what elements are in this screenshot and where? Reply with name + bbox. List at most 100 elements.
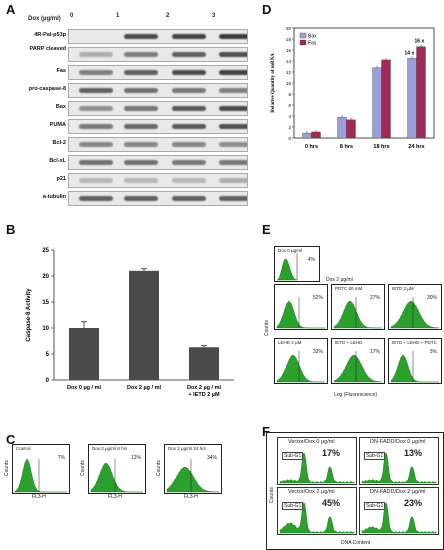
histogram-percent: 30% <box>426 295 437 301</box>
histogram-title: PDTC 50 mM <box>335 286 363 291</box>
histogram-fill <box>279 452 355 484</box>
flow-e-ylabel: Counts <box>264 320 270 336</box>
blot-row-label: Bcl-xL <box>49 158 66 164</box>
histogram-percent: 32% <box>312 349 323 355</box>
blot-band <box>219 88 247 93</box>
y-tick-label: 8 <box>288 92 291 97</box>
y-axis-label: Caspase-8 Activity <box>26 288 32 342</box>
category-label: Dox 2 µg / ml <box>127 385 162 391</box>
y-tick-label: 18 <box>286 37 292 42</box>
flow-panel-e: Counts Dox 0 µg/ml 4% Dox 2 µg/ml 52% PDT… <box>264 232 442 412</box>
blot-row: 4R-Pal-p53p <box>8 28 248 44</box>
blot-strip <box>68 101 248 116</box>
flow-histogram: Control 7% <box>12 444 70 494</box>
blot-band <box>219 52 247 57</box>
category-label: 24 hrs <box>408 144 424 150</box>
flow-histogram: PDTC 50 mM 27% <box>331 284 385 330</box>
histogram-fill <box>166 466 220 493</box>
y-tick-label: 2 <box>288 125 291 130</box>
flow-histogram: LEHD 2 µM 32% <box>274 338 328 384</box>
category-label: 0 hrs <box>305 144 318 150</box>
blot-band <box>219 142 247 147</box>
histogram-percent: 45% <box>322 498 341 508</box>
panel-label-c: C <box>6 432 16 447</box>
blot-strip <box>68 65 248 80</box>
blot-row-label: a-tubulin <box>42 194 66 200</box>
blot-row-label: Bcl-2 <box>52 140 66 146</box>
annotation: 16 x <box>415 39 425 45</box>
caspase8-chart: 0 5 10 15 20 25 Caspase-8 Activity Dox 0 µg / m… <box>26 248 234 398</box>
blot-band <box>172 88 206 93</box>
flow-histogram: IETD + LEHD + PDTC 3% <box>388 338 442 384</box>
y-tick-label: 14 <box>286 59 292 64</box>
histogram-percent: 7% <box>57 455 65 461</box>
flow-histogram: IETD 2 µM 30% <box>388 284 442 330</box>
annotation: 14 x <box>405 50 415 56</box>
mrna-chart: 0 2 4 6 8 10 12 14 16 18 20 Relative Quantity of mR… <box>271 26 435 150</box>
bar <box>69 328 99 380</box>
y-tick-label: 15 <box>42 300 49 306</box>
histogram-percent: 27% <box>369 295 380 301</box>
blot-band <box>79 160 113 165</box>
flow-panel-c: Control 7% Counts FL3-H Dox 2 µg/ml 6 hrs 12%… <box>4 440 246 510</box>
category-label: + IETD 2 µM <box>188 392 220 398</box>
histogram-fill <box>333 354 383 383</box>
blot-band <box>79 106 113 111</box>
flow-histogram: 52% <box>274 284 328 330</box>
dose-1: 1 <box>116 13 120 19</box>
blot-band <box>124 160 158 165</box>
y-tick-label: 25 <box>42 248 49 254</box>
histogram-percent: 34% <box>206 455 217 461</box>
y-tick-label: 20 <box>286 26 292 31</box>
legend-label: Bax <box>308 34 317 40</box>
flow-e-histo-top: Dox 0 µg/ml 4% <box>274 246 320 282</box>
blot-band <box>219 34 247 39</box>
flow-c-xlabel: FL3-H <box>32 494 46 500</box>
histogram-fill <box>14 458 67 493</box>
blot-band <box>79 196 113 201</box>
cell-cycle-histogram: DN-FADD/Dox 2 µg/ml 23% Sub-G1 <box>359 487 439 535</box>
blot-band <box>219 160 247 165</box>
blot-band <box>219 178 247 183</box>
y-tick-label: 4 <box>288 114 291 119</box>
flow-e-group-label: Dox 2 µg/ml <box>326 277 353 283</box>
histogram-fill <box>390 354 439 383</box>
y-tick-label: 0 <box>288 136 291 141</box>
blot-band <box>219 70 247 75</box>
blot-band <box>172 70 206 75</box>
bar <box>302 132 312 139</box>
blot-strip <box>68 119 248 134</box>
blot-band <box>124 196 158 201</box>
blot-band <box>172 34 206 39</box>
histogram-title: DN-FADD/Dox 2 µg/ml <box>370 489 426 495</box>
flow-histogram: Dox 2 µg/ml 6 hrs 12% <box>88 444 146 494</box>
blot-band <box>124 142 158 147</box>
bar <box>189 347 219 380</box>
legend-swatch <box>299 32 307 39</box>
cell-cycle-histogram: Vector/Dox 0 µg/ml 17% Sub-G1 <box>277 437 357 485</box>
y-tick-label: 0 <box>46 378 50 384</box>
histogram-percent: 17% <box>322 448 341 458</box>
category-label: 8 hrs <box>340 144 353 150</box>
flow-c-ylabel: Counts <box>80 460 86 476</box>
flow-e-top-pct: 4% <box>307 257 315 263</box>
blot-row: PARP cleaved <box>8 46 248 62</box>
histogram-title: DN-FADD/Dox 0 µg/ml <box>370 439 426 445</box>
blot-band <box>172 178 206 183</box>
histogram-fill <box>276 354 325 383</box>
blot-band <box>124 34 158 39</box>
bar <box>311 131 321 139</box>
histogram-title: IETD + LEHD + PDTC <box>392 340 437 345</box>
histogram-title: Control <box>16 446 31 451</box>
blot-row: PUMA <box>8 118 248 134</box>
histogram-percent: 12% <box>130 455 141 461</box>
blot-strip <box>68 173 248 188</box>
flow-e-xlabel: Log (Fluorescence) <box>334 392 378 398</box>
blot-band <box>79 70 113 75</box>
histogram-title: LEHD 2 µM <box>278 340 302 345</box>
y-tick-label: 12 <box>286 70 292 75</box>
blot-row-label: Bax <box>55 104 66 110</box>
blot-row-label: p21 <box>56 176 66 182</box>
histogram-percent: 3% <box>429 349 437 355</box>
histogram-fill <box>276 300 325 329</box>
